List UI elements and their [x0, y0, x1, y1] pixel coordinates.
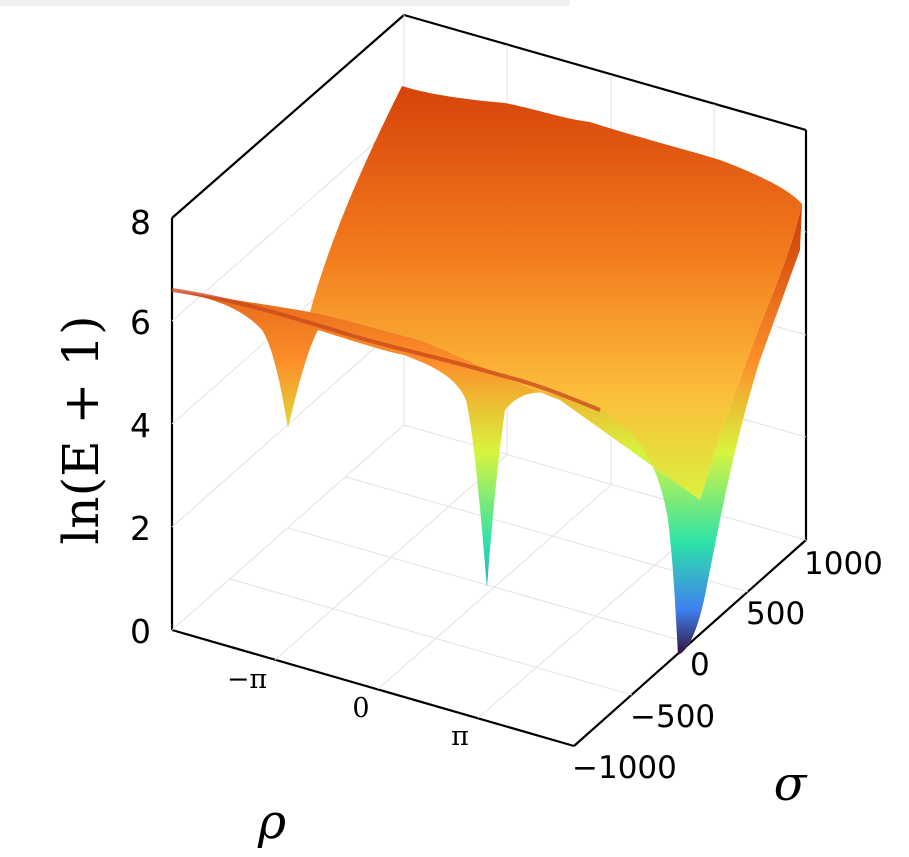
z-axis-label: ln(E + 1) [52, 315, 110, 544]
z-tick-label: 4 [130, 406, 151, 445]
frame-edge-top-back [403, 13, 807, 132]
x-tick-label: −π [227, 664, 267, 695]
surface-ridge [171, 288, 601, 412]
x-tick-label: 0 [352, 693, 369, 724]
frame-edge-top-left [171, 14, 405, 219]
x-axis-ticks: −π 0 π [227, 664, 469, 752]
z-tick-label: 2 [130, 509, 151, 548]
surface-back-sheet [310, 86, 802, 500]
y-axis-label: σ [774, 756, 808, 812]
y-tick-label: 1000 [804, 546, 883, 582]
y-tick-label: −500 [630, 699, 715, 735]
surface-front-sheet [172, 204, 802, 655]
z-tick-label: 6 [130, 303, 151, 342]
z-tick-label: 0 [130, 612, 151, 651]
x-tick-label: π [451, 721, 469, 752]
y-axis-ticks: −1000 −500 0 500 1000 [572, 546, 883, 786]
y-tick-label: 0 [690, 647, 710, 683]
top-strip [0, 0, 570, 6]
y-tick-label: 500 [746, 596, 805, 632]
z-axis-ticks: 8 6 4 2 0 [130, 203, 151, 651]
x-axis-label: ρ [257, 794, 286, 850]
y-tick-label: −1000 [572, 750, 677, 786]
z-tick-label: 8 [130, 203, 151, 242]
frame-edge-bottom-front [171, 628, 575, 748]
